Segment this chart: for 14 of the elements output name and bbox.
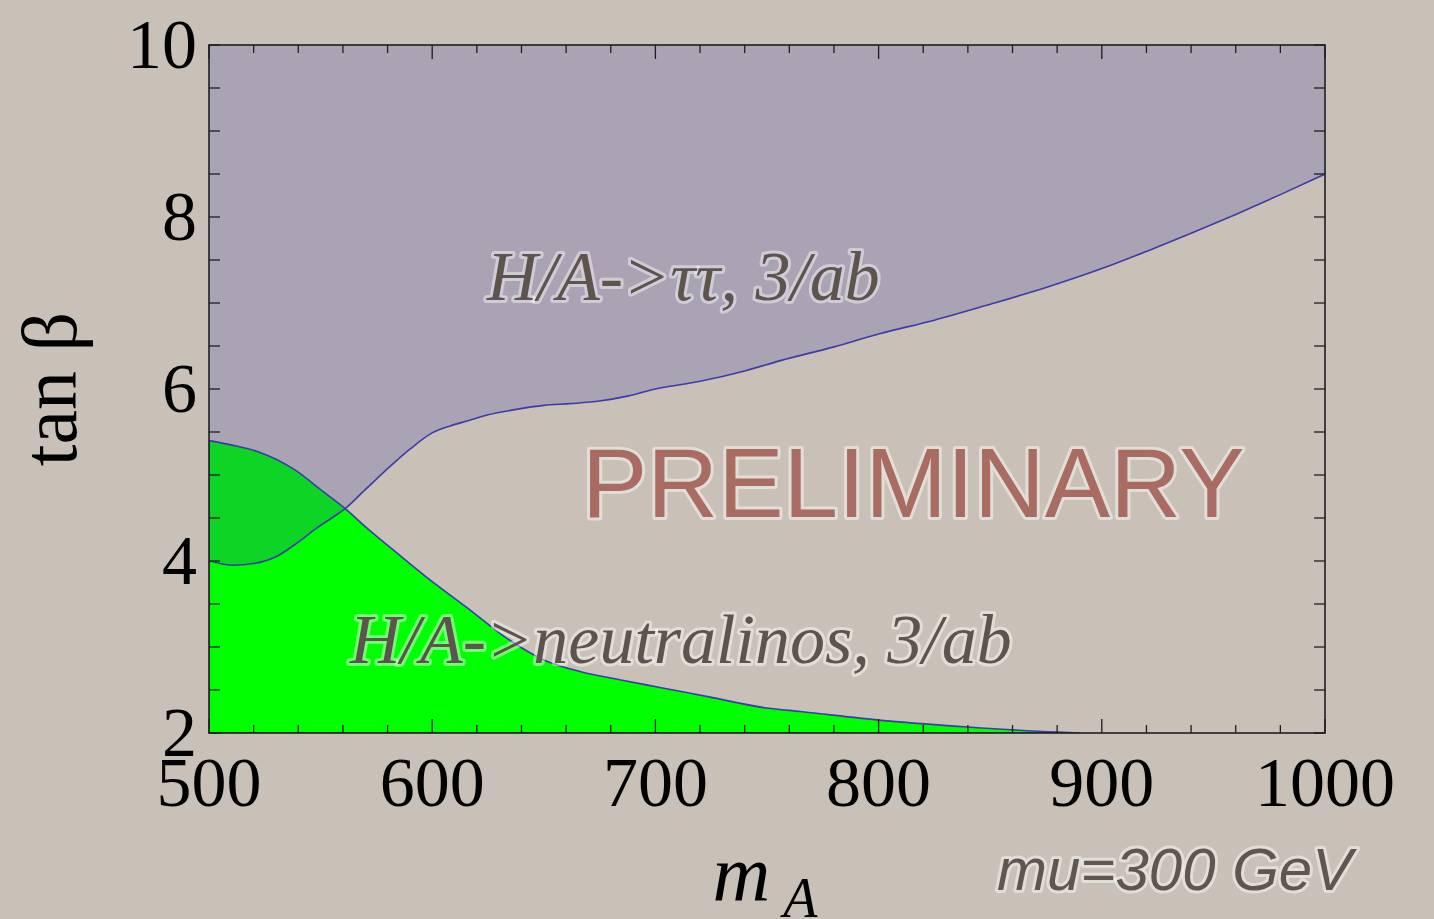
series-label: H/A->ττ, 3/ab [486, 238, 880, 315]
y-axis-title: tan β [6, 311, 93, 467]
x-tick-label: 1000 [1255, 744, 1395, 821]
x-tick-label: 600 [379, 744, 485, 821]
x-axis-title: m$_{A}$ [712, 829, 819, 919]
text: mu=300 GeV [997, 836, 1358, 903]
y-tick-label: 6 [162, 350, 197, 428]
y-tick-label: 10 [127, 6, 197, 84]
x-tick-label: 700 [602, 744, 708, 821]
y-tick-label: 4 [162, 522, 197, 600]
annotation: PRELIMINARY [582, 428, 1245, 538]
x-tick-label: 800 [826, 744, 932, 821]
y-tick-label: 8 [162, 178, 197, 256]
x-tick-label: 900 [1049, 744, 1155, 821]
